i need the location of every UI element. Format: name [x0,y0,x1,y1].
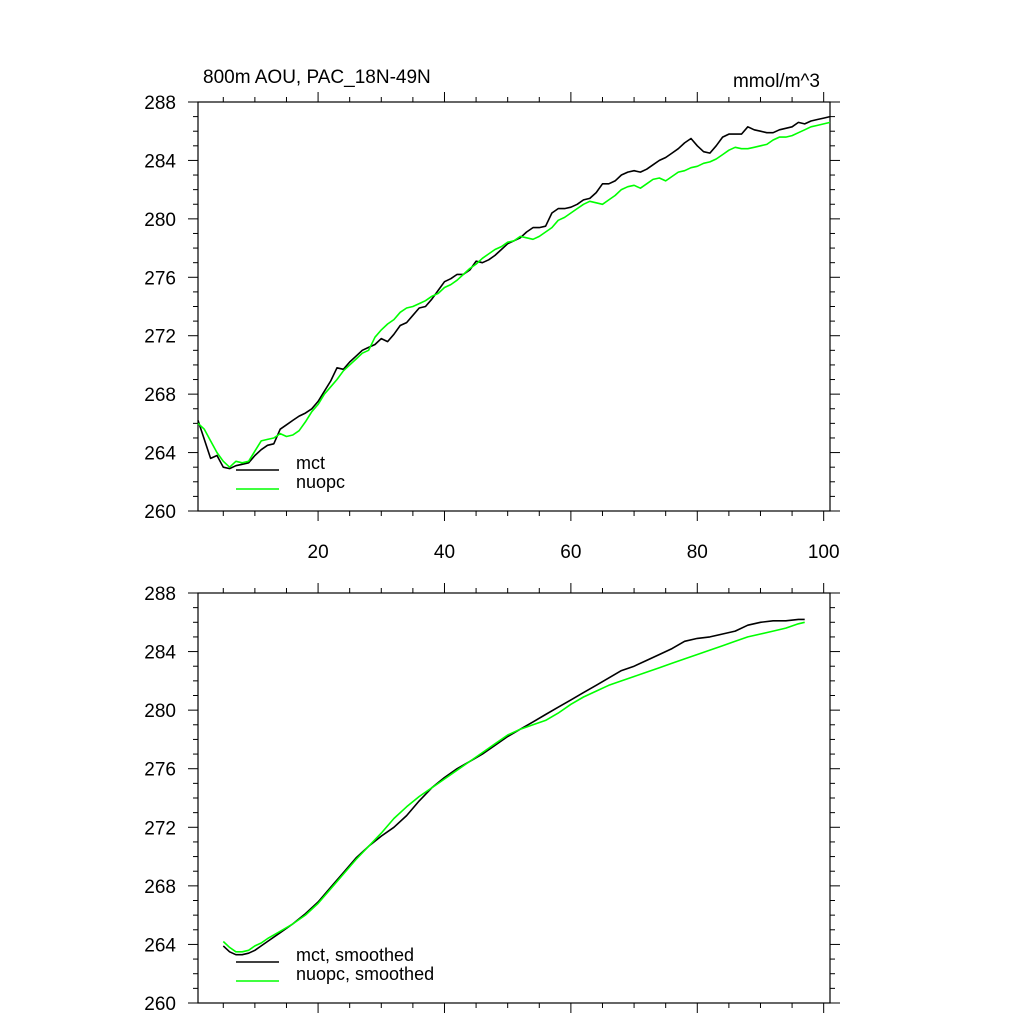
chart-title: 800m AOU, PAC_18N-49N [203,67,431,88]
legend-label: mct [296,453,325,473]
units-label: mmol/m^3 [733,71,820,92]
y-tick-label: 268 [144,385,176,406]
y-tick-label: 288 [144,584,176,605]
plot-frame [197,592,831,1004]
y-tick-label: 276 [144,268,176,289]
legend-label: nuopc, smoothed [296,964,434,984]
y-tick-label: 264 [144,935,176,956]
y-tick-label: 276 [144,760,176,781]
y-tick-label: 288 [144,93,176,114]
x-tick-label: 100 [808,542,840,563]
y-tick-label: 280 [144,210,176,231]
legend-label: nuopc [296,472,345,492]
top-panel: 260 264 268 272 276 280 284 288 20 40 60 80 100 mctnu… [144,92,840,563]
y-tick-label: 260 [144,502,176,523]
x-tick-label: 40 [434,542,455,563]
x-tick-label: 20 [308,542,329,563]
y-tick-label: 272 [144,818,176,839]
series-line-nuopc-smoothed [222,621,805,953]
legend-label: mct, smoothed [296,945,414,965]
plot-frame [197,101,831,512]
y-tick-label: 284 [144,151,176,172]
series-line-nuopc [197,121,831,469]
y-tick-label: 280 [144,701,176,722]
x-tick-label: 80 [687,542,708,563]
y-tick-label: 268 [144,877,176,898]
bottom-panel: 260 264 268 272 276 280 284 288 mct, smoothednuo… [144,583,840,1015]
x-tick-label: 60 [560,542,581,563]
y-tick-label: 272 [144,327,176,348]
series-line-mct [197,115,831,470]
series-line-mct-smoothed [222,618,805,956]
y-tick-label: 264 [144,444,176,465]
y-tick-label: 260 [144,994,176,1015]
y-tick-label: 284 [144,643,176,664]
